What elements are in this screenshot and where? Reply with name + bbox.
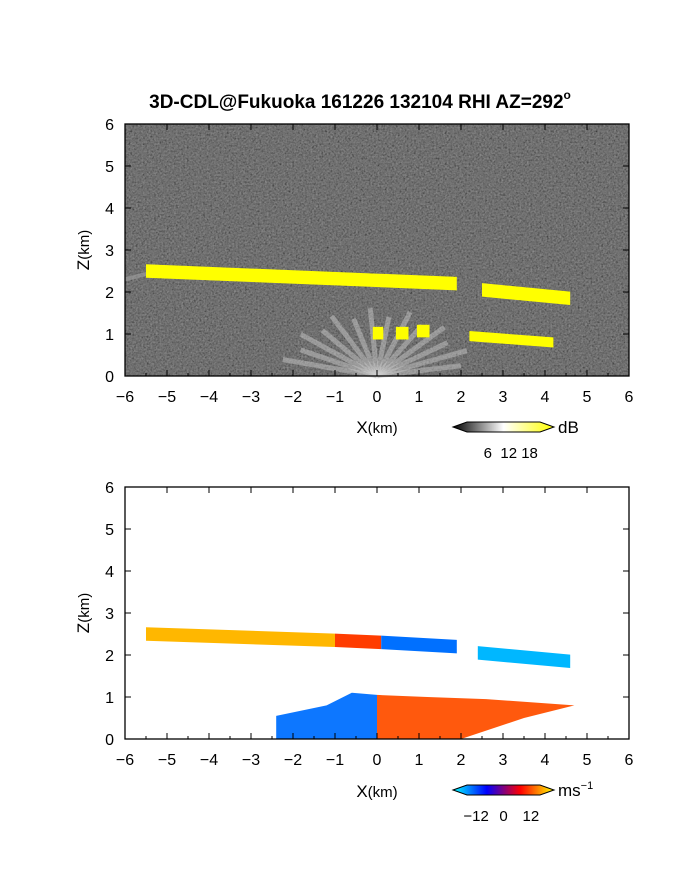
- reflectivity-colorbar-tick-label: 18: [521, 445, 538, 462]
- reflectivity-y-tick-label: 2: [105, 285, 114, 302]
- velocity-x-tick-label: −4: [200, 752, 218, 769]
- echo-near-field-ray: [351, 317, 380, 377]
- reflectivity-x-axis-label: X(km): [356, 418, 397, 437]
- echo-upper-layer-east: [381, 635, 457, 654]
- reflectivity-echoes: [125, 264, 571, 379]
- reflectivity-y-tick-label: 4: [105, 201, 114, 218]
- echo-near-field-ray: [375, 325, 446, 379]
- velocity-x-tick-label: −1: [326, 752, 344, 769]
- velocity-y-tick-label: 5: [105, 522, 114, 539]
- reflectivity-axis-ticks: −6 −5 −4 −3 −2 −1 0 1 2 3 4 5 6 0 1 2 3 4 5 6: [105, 117, 633, 406]
- velocity-echoes: [146, 627, 575, 739]
- reflectivity-x-tick-label: 0: [373, 389, 382, 406]
- reflectivity-x-tick-label: −2: [284, 389, 302, 406]
- velocity-x-tick-label: 3: [499, 752, 508, 769]
- reflectivity-x-tick-label: −1: [326, 389, 344, 406]
- echo-upper-cloud-layer-east: [482, 283, 571, 306]
- echo-near-field-ray: [375, 323, 424, 378]
- echo-near-field-blob: [395, 326, 409, 340]
- velocity-y-tick-label: 6: [105, 480, 114, 497]
- echo-near-field-ray: [374, 311, 413, 378]
- echo-upper-layer-far: [477, 646, 571, 669]
- velocity-x-tick-label: 1: [415, 752, 424, 769]
- velocity-x-tick-label: 0: [373, 752, 382, 769]
- velocity-x-tick-label: 5: [583, 752, 592, 769]
- velocity-x-tick-label: −6: [116, 752, 134, 769]
- velocity-y-tick-label: 0: [105, 732, 114, 749]
- echo-near-field-blob: [416, 324, 430, 338]
- velocity-x-tick-label: −5: [158, 752, 176, 769]
- velocity-x-tick-label: −2: [284, 752, 302, 769]
- reflectivity-y-tick-label: 0: [105, 369, 114, 386]
- echo-weak-layer-west: [125, 272, 146, 282]
- velocity-y-tick-label: 3: [105, 606, 114, 623]
- velocity-x-axis-label: X(km): [356, 782, 397, 801]
- velocity-x-tick-label: −3: [242, 752, 260, 769]
- velocity-colorbar: ms−1 −12 0 12: [451, 780, 593, 825]
- reflectivity-y-tick-label: 5: [105, 159, 114, 176]
- echo-near-field-ray: [374, 316, 392, 377]
- reflectivity-x-tick-label: 4: [541, 389, 550, 406]
- reflectivity-x-tick-label: 1: [415, 389, 424, 406]
- velocity-x-tick-label: 4: [541, 752, 550, 769]
- velocity-y-tick-label: 4: [105, 564, 114, 581]
- reflectivity-y-tick-label: 6: [105, 117, 114, 134]
- echo-upper-layer-mid: [335, 633, 382, 650]
- velocity-colorbar-tick-label: 12: [523, 808, 540, 825]
- echo-lower-echoes: [469, 331, 554, 348]
- echo-near-field-ray: [376, 348, 468, 379]
- velocity-axis-ticks: −6 −5 −4 −3 −2 −1 0 1 2 3 4 5 6 0 1 2 3 4 5 6: [105, 480, 633, 769]
- reflectivity-x-tick-label: −4: [200, 389, 218, 406]
- echo-upper-cloud-layer: [146, 264, 457, 291]
- reflectivity-x-tick-label: −6: [116, 389, 134, 406]
- echo-near-field-ray: [375, 340, 449, 379]
- reflectivity-x-tick-label: 2: [457, 389, 466, 406]
- echo-boundary-layer-west: [276, 692, 377, 739]
- reflectivity-y-tick-label: 1: [105, 327, 114, 344]
- velocity-y-axis-label: Z(km): [74, 593, 93, 633]
- velocity-colorbar-unit: ms−1: [558, 780, 593, 800]
- reflectivity-x-tick-label: −5: [158, 389, 176, 406]
- reflectivity-x-tick-label: 6: [625, 389, 634, 406]
- reflectivity-colorbar-tick-label: 6: [484, 445, 492, 462]
- reflectivity-colorbar: dB 6 12 18: [451, 418, 579, 462]
- echo-near-field-ray: [367, 308, 380, 377]
- velocity-y-tick-label: 2: [105, 648, 114, 665]
- reflectivity-colorbar-unit: dB: [558, 418, 579, 437]
- echo-near-field-ray: [329, 314, 379, 378]
- reflectivity-y-axis-label: Z(km): [74, 230, 93, 270]
- echo-near-field-blob: [372, 326, 384, 340]
- reflectivity-x-tick-label: 3: [499, 389, 508, 406]
- chart-title: 3D-CDL@Fukuoka 161226 132104 RHI AZ=292o: [149, 88, 571, 113]
- reflectivity-x-tick-label: 5: [583, 389, 592, 406]
- echo-upper-layer-west: [146, 627, 335, 648]
- velocity-x-tick-label: 6: [625, 752, 634, 769]
- reflectivity-colorbar-bar: [451, 421, 556, 433]
- echo-near-field-ray: [320, 328, 379, 378]
- velocity-colorbar-tick-label: 0: [499, 808, 507, 825]
- velocity-colorbar-tick-label: −12: [463, 808, 488, 825]
- reflectivity-colorbar-tick-label: 12: [500, 445, 517, 462]
- reflectivity-x-tick-label: −3: [242, 389, 260, 406]
- velocity-x-tick-label: 2: [457, 752, 466, 769]
- velocity-y-tick-label: 1: [105, 690, 114, 707]
- echo-near-field-ray: [299, 332, 379, 379]
- echo-boundary-layer-east: [377, 694, 575, 739]
- reflectivity-y-tick-label: 3: [105, 243, 114, 260]
- echo-near-field-ray: [299, 347, 378, 379]
- echo-near-field-ray: [282, 357, 378, 379]
- velocity-colorbar-bar: [451, 784, 556, 796]
